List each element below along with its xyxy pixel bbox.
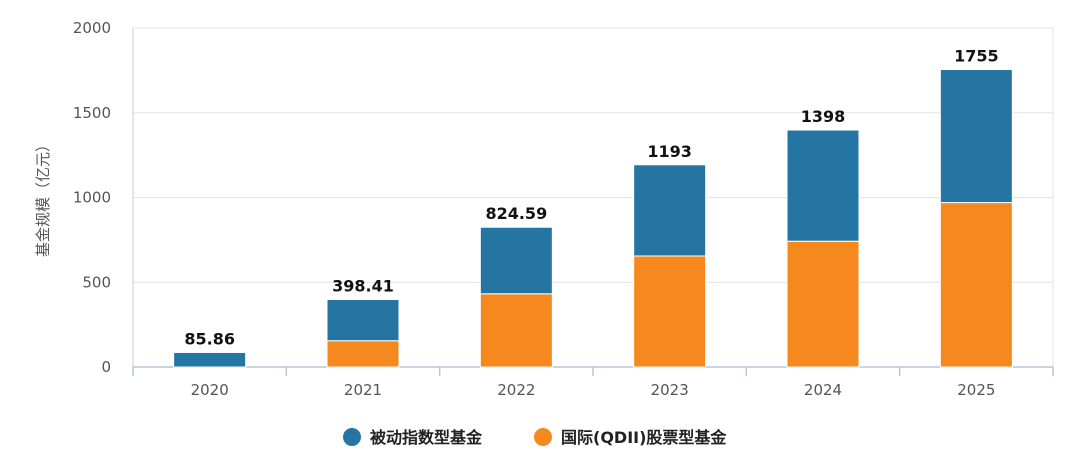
bar-total-label: 398.41 [332,276,394,295]
bar-segment [173,351,247,368]
y-tick-label: 0 [101,358,111,376]
legend-label: 被动指数型基金 [370,428,483,447]
bar-segment [633,255,707,368]
bar-segment [479,226,553,295]
x-tick-label: 2022 [497,381,535,399]
bar-segment [786,129,860,242]
y-tick-label: 1500 [73,104,111,122]
y-tick-label: 1000 [73,189,111,207]
legend-swatch [534,428,552,446]
grid-lines [133,27,1053,283]
bar-total-label: 1755 [954,47,999,66]
legend: 被动指数型基金 国际(QDII)股票型基金 [343,428,727,447]
legend-item[interactable]: 国际(QDII)股票型基金 [534,428,727,447]
y-tick-label: 2000 [73,19,111,37]
bar-total-label: 1398 [801,107,846,126]
bar-segment [939,202,1013,368]
x-tick-label: 2024 [804,381,842,399]
bar-segment [939,69,1013,204]
y-tick-label: 500 [82,273,111,291]
data-labels: 85.86 398.41 824.59 1193 1398 1755 [184,47,998,349]
bar-total-label: 824.59 [485,204,547,223]
bar-segment [633,164,707,257]
bar-segment [326,298,400,342]
bar-total-label: 85.86 [184,329,235,348]
bars [173,69,1013,368]
x-tick-label: 2023 [651,381,689,399]
legend-swatch [343,428,361,446]
bar-segment [786,240,860,368]
y-axis-title: 基金规模（亿元） [34,137,52,257]
bar-total-label: 1193 [647,142,692,161]
x-tick-label: 2025 [957,381,995,399]
x-tick-label: 2020 [191,381,229,399]
bar-segment [479,293,553,368]
bar-segment [326,340,400,368]
axes: 0 500 1000 1500 2000 2020 2021 2022 2023 2024 2025 [73,19,1054,399]
x-tick-label: 2021 [344,381,382,399]
legend-item[interactable]: 被动指数型基金 [343,428,483,447]
legend-label: 国际(QDII)股票型基金 [561,428,727,447]
